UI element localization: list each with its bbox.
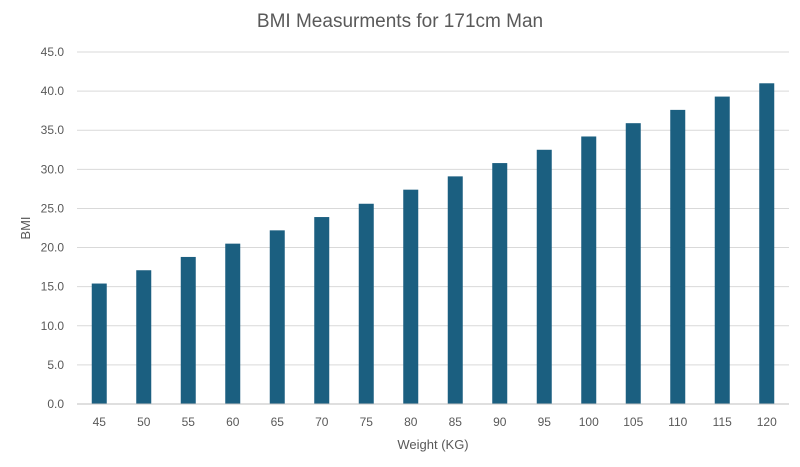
x-axis-label: Weight (KG) xyxy=(397,437,468,452)
x-tick-label: 50 xyxy=(137,415,151,429)
x-tick-label: 110 xyxy=(668,415,687,429)
y-tick-label: 40.0 xyxy=(41,84,65,98)
bar-110 xyxy=(670,109,686,404)
bar-100 xyxy=(581,136,597,405)
x-tick-label: 55 xyxy=(182,415,196,429)
bar-75 xyxy=(358,203,374,404)
x-tick-label: 60 xyxy=(226,415,240,429)
bar-105 xyxy=(625,123,641,404)
x-axis-ticks: 45 50 55 60 65 70 75 80 85 90 95 100 105 110 115 120 xyxy=(93,415,778,429)
y-tick-label: 15.0 xyxy=(41,280,65,294)
x-tick-label: 65 xyxy=(271,415,285,429)
x-tick-label: 85 xyxy=(449,415,463,429)
y-axis-ticks: 0.0 5.0 10.0 15.0 20.0 25.0 30.0 35.0 40.0 45.0 xyxy=(41,45,65,411)
x-tick-label: 75 xyxy=(360,415,374,429)
bar-55 xyxy=(180,256,196,404)
x-tick-label: 100 xyxy=(579,415,599,429)
y-tick-label: 35.0 xyxy=(41,123,65,137)
bars xyxy=(91,83,775,405)
x-tick-label: 70 xyxy=(315,415,329,429)
y-tick-label: 30.0 xyxy=(41,162,65,176)
bar-70 xyxy=(314,217,330,404)
y-tick-label: 45.0 xyxy=(41,45,65,59)
x-tick-label: 45 xyxy=(93,415,107,429)
bar-90 xyxy=(492,163,508,404)
x-tick-label: 115 xyxy=(713,415,732,429)
x-tick-label: 120 xyxy=(757,415,777,429)
chart-title: BMI Measurments for 171cm Man xyxy=(257,11,543,32)
bar-85 xyxy=(447,176,463,404)
bar-95 xyxy=(536,149,552,404)
bar-65 xyxy=(269,230,285,404)
y-axis-label: BMI xyxy=(18,216,33,239)
x-tick-label: 80 xyxy=(404,415,418,429)
y-tick-label: 10.0 xyxy=(41,319,65,333)
y-tick-label: 25.0 xyxy=(41,201,65,215)
bar-80 xyxy=(403,189,419,404)
x-tick-label: 95 xyxy=(538,415,552,429)
bar-120 xyxy=(759,83,775,405)
bar-50 xyxy=(136,270,152,404)
bar-115 xyxy=(714,96,730,404)
bar-45 xyxy=(91,283,107,404)
x-tick-label: 105 xyxy=(623,415,643,429)
x-tick-label: 90 xyxy=(493,415,507,429)
y-tick-label: 5.0 xyxy=(47,358,64,372)
bar-60 xyxy=(225,243,241,404)
y-tick-label: 0.0 xyxy=(47,397,64,411)
y-tick-label: 20.0 xyxy=(41,241,65,255)
